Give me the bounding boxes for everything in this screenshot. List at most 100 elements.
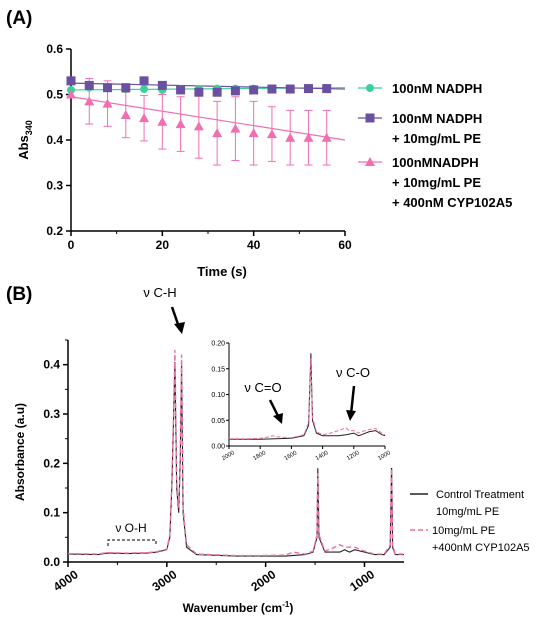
series-3-point [139,113,150,123]
panel-b-annotations: ν C-H ν O-H [107,285,185,546]
series-2-point [66,76,76,86]
panel-a-y-tick-label: 0.2 [46,224,63,238]
series-3-point [212,128,223,138]
panel-a-x-tick-label: 20 [156,238,170,252]
panel-a-x-axis-label: Time (s) [197,264,247,279]
series-1-point [140,85,149,94]
panel-b-x-label-close: ) [289,601,293,615]
panel-a: (A) 0.2 0.3 0.4 0.5 0.6 0 20 40 60 Time (s) Abs3… [6,8,512,279]
panel-b-x-tick-label: 1000 [347,567,377,594]
panel-b-y-tick-label: 0.0 [43,555,60,569]
panel-b-y-label-text: Absorbance (a.u) [13,403,27,501]
panel-a-axes: 0.2 0.3 0.4 0.5 0.6 0 20 40 60 [46,42,352,252]
panel-b-x-tick-label: 4000 [51,567,81,594]
legend-a-label-1: 100nM NADPH [392,81,482,96]
series-3-point [120,109,131,119]
series-2-point [84,80,94,90]
series-2-point [103,83,113,93]
panel-a-x-tick-label: 0 [68,238,75,252]
panel-a-y-tick-label: 0.5 [46,88,63,102]
legend-a-label-3: 100nMNADPH [392,155,479,170]
panel-b-y-tick-label: 0.1 [43,506,60,520]
panel-b-x-axis-label: Wavenumber (cm-1) [183,600,294,615]
series-2-point [139,76,149,86]
panel-b-legend: Control Treatment 10mg/mL PE 10mg/mL PE +40… [410,489,530,554]
annotation-oh: ν O-H [115,521,146,535]
inset-y-tick-label: 0.05 [211,418,225,425]
series-2-fit-line [70,82,346,90]
legend-b-label-1: Control Treatment [436,489,524,501]
series-3-point [175,119,186,129]
legend-a-marker-1 [366,84,374,92]
series-3-point [321,132,332,142]
panel-b-x-label-sup: -1 [282,600,290,609]
series-2-point [194,87,204,97]
series-3-point [248,128,259,138]
legend-b-label-2: +400nM CYP102A5 [432,542,530,554]
panel-b-label: (B) [6,284,32,305]
series-2-point [285,84,295,94]
panel-a-y-tick-label: 0.3 [46,179,63,193]
inset-y-tick-label: 0.00 [211,444,225,451]
svg-text:Abs340: Abs340 [16,120,34,160]
panel-a-y-tick-label: 0.6 [46,42,63,56]
panel-a-x-tick-label: 60 [338,238,352,252]
panel-a-y-tick-label: 0.4 [46,133,63,147]
annotation-co-single: ν C-O [336,365,370,380]
annotation-co-double: ν C=O [244,380,281,395]
annotation-ch: ν C-H [143,285,176,300]
series-2-point [267,84,277,94]
panel-b-x-label-main: Wavenumber (cm [183,601,283,615]
series-3-point [266,129,277,139]
panel-a-x-tick-label: 40 [247,238,261,252]
panel-a-y-label-main: Abs [16,135,31,160]
series-3-fit-line [70,96,346,141]
legend-a-label-3: + 400nM CYP102A5 [392,195,512,210]
annotation-co-single-arrowhead [346,410,356,421]
panel-a-label: (A) [6,8,32,29]
legend-a-marker-3 [365,157,375,166]
panel-a-y-label-sub: 340 [24,120,34,135]
legend-a-marker-2 [365,113,375,123]
inset-spectrum-line-2 [229,358,386,440]
panel-a-legend: 100nM NADPH 100nM NADPH + 10mg/mL PE 100nMN… [358,81,512,210]
inset-spectrum-line-1 [229,353,386,440]
series-2-point [212,87,222,97]
legend-a-label-3: + 10mg/mL PE [392,175,481,190]
series-2-point [157,80,167,90]
series-3-point [66,89,76,99]
panel-b-x-tick-label: 3000 [150,567,180,594]
legend-a-label-2: + 10mg/mL PE [392,131,481,146]
series-3-point [303,132,314,142]
series-3-point [230,123,241,133]
panel-b-spectra [67,349,404,557]
panel-b: (B) 0.0 0.1 0.2 0.3 0.4 4000 3000 2000 1000 ν C-… [6,284,530,615]
annotation-oh-bracket [107,539,157,546]
inset-y-tick-label: 0.10 [211,392,225,399]
series-2-point [176,85,186,95]
panel-b-inset-annotations: ν C=O ν C-O [244,365,370,424]
annotation-co-single-arrow [349,385,356,415]
series-2-point [303,84,313,94]
panel-a-fit-lines [70,82,346,141]
panel-b-y-tick-label: 0.3 [43,407,60,421]
series-2-point [230,86,240,96]
series-2-point [121,83,131,93]
series-2-point [249,85,259,95]
panel-b-y-tick-label: 0.4 [43,358,60,372]
panel-b-x-tick-label: 2000 [248,567,278,594]
series-3-point [193,121,204,131]
panel-b-y-axis-label: Absorbance (a.u) [13,403,27,501]
annotation-ch-arrowhead [174,322,185,334]
annotation-co-double-arrowhead [273,413,283,424]
inset-y-tick-label: 0.20 [211,341,225,348]
inset-background [201,339,393,468]
panel-a-markers [66,76,332,142]
series-3-point [84,96,95,106]
series-3-point [285,132,296,142]
legend-b-label-1: 10mg/mL PE [436,506,499,518]
panel-b-y-tick-label: 0.2 [43,456,60,470]
